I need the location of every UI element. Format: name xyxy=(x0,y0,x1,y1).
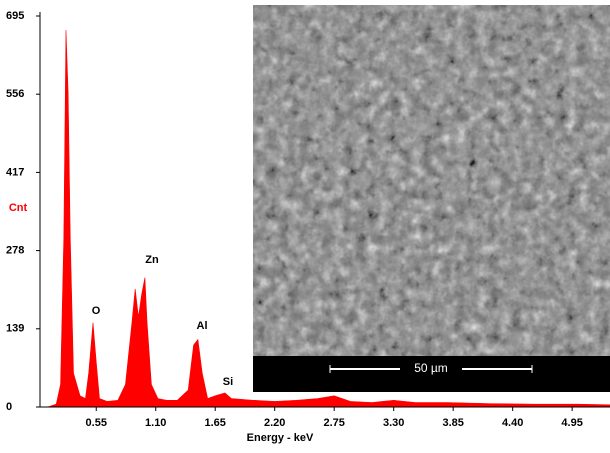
peak-label: Si xyxy=(223,376,233,388)
x-tick-label: 4.95 xyxy=(561,417,582,429)
y-axis-label: Cnt xyxy=(9,202,28,214)
x-tick-label: 2.75 xyxy=(323,417,344,429)
peak-label: Al xyxy=(197,320,208,332)
scale-bar-label: 50 µm xyxy=(414,361,448,375)
sem-texture xyxy=(253,5,610,356)
x-tick-label: 1.10 xyxy=(145,417,166,429)
y-tick-label: 278 xyxy=(6,245,24,257)
x-axis-label: Energy - keV xyxy=(247,432,314,444)
peak-label: O xyxy=(92,305,101,317)
x-tick-label: 4.40 xyxy=(502,417,523,429)
chart: 50 µm Cnt Energy - keV 0 139 278 417 556 695 0… xyxy=(0,0,610,448)
y-tick-label: 139 xyxy=(6,323,24,335)
sem-image: 50 µm xyxy=(253,5,610,392)
y-tick-label: 695 xyxy=(6,10,24,22)
y-tick-label: 556 xyxy=(6,88,24,100)
x-tick-label: 3.30 xyxy=(383,417,404,429)
x-tick-label: 2.20 xyxy=(264,417,285,429)
y-tick-label: 0 xyxy=(6,401,12,413)
y-tick-label: 417 xyxy=(6,166,24,178)
x-tick-label: 0.55 xyxy=(86,417,107,429)
peak-label: Zn xyxy=(145,254,159,266)
x-tick-label: 3.85 xyxy=(442,417,463,429)
x-tick-label: 1.65 xyxy=(205,417,226,429)
